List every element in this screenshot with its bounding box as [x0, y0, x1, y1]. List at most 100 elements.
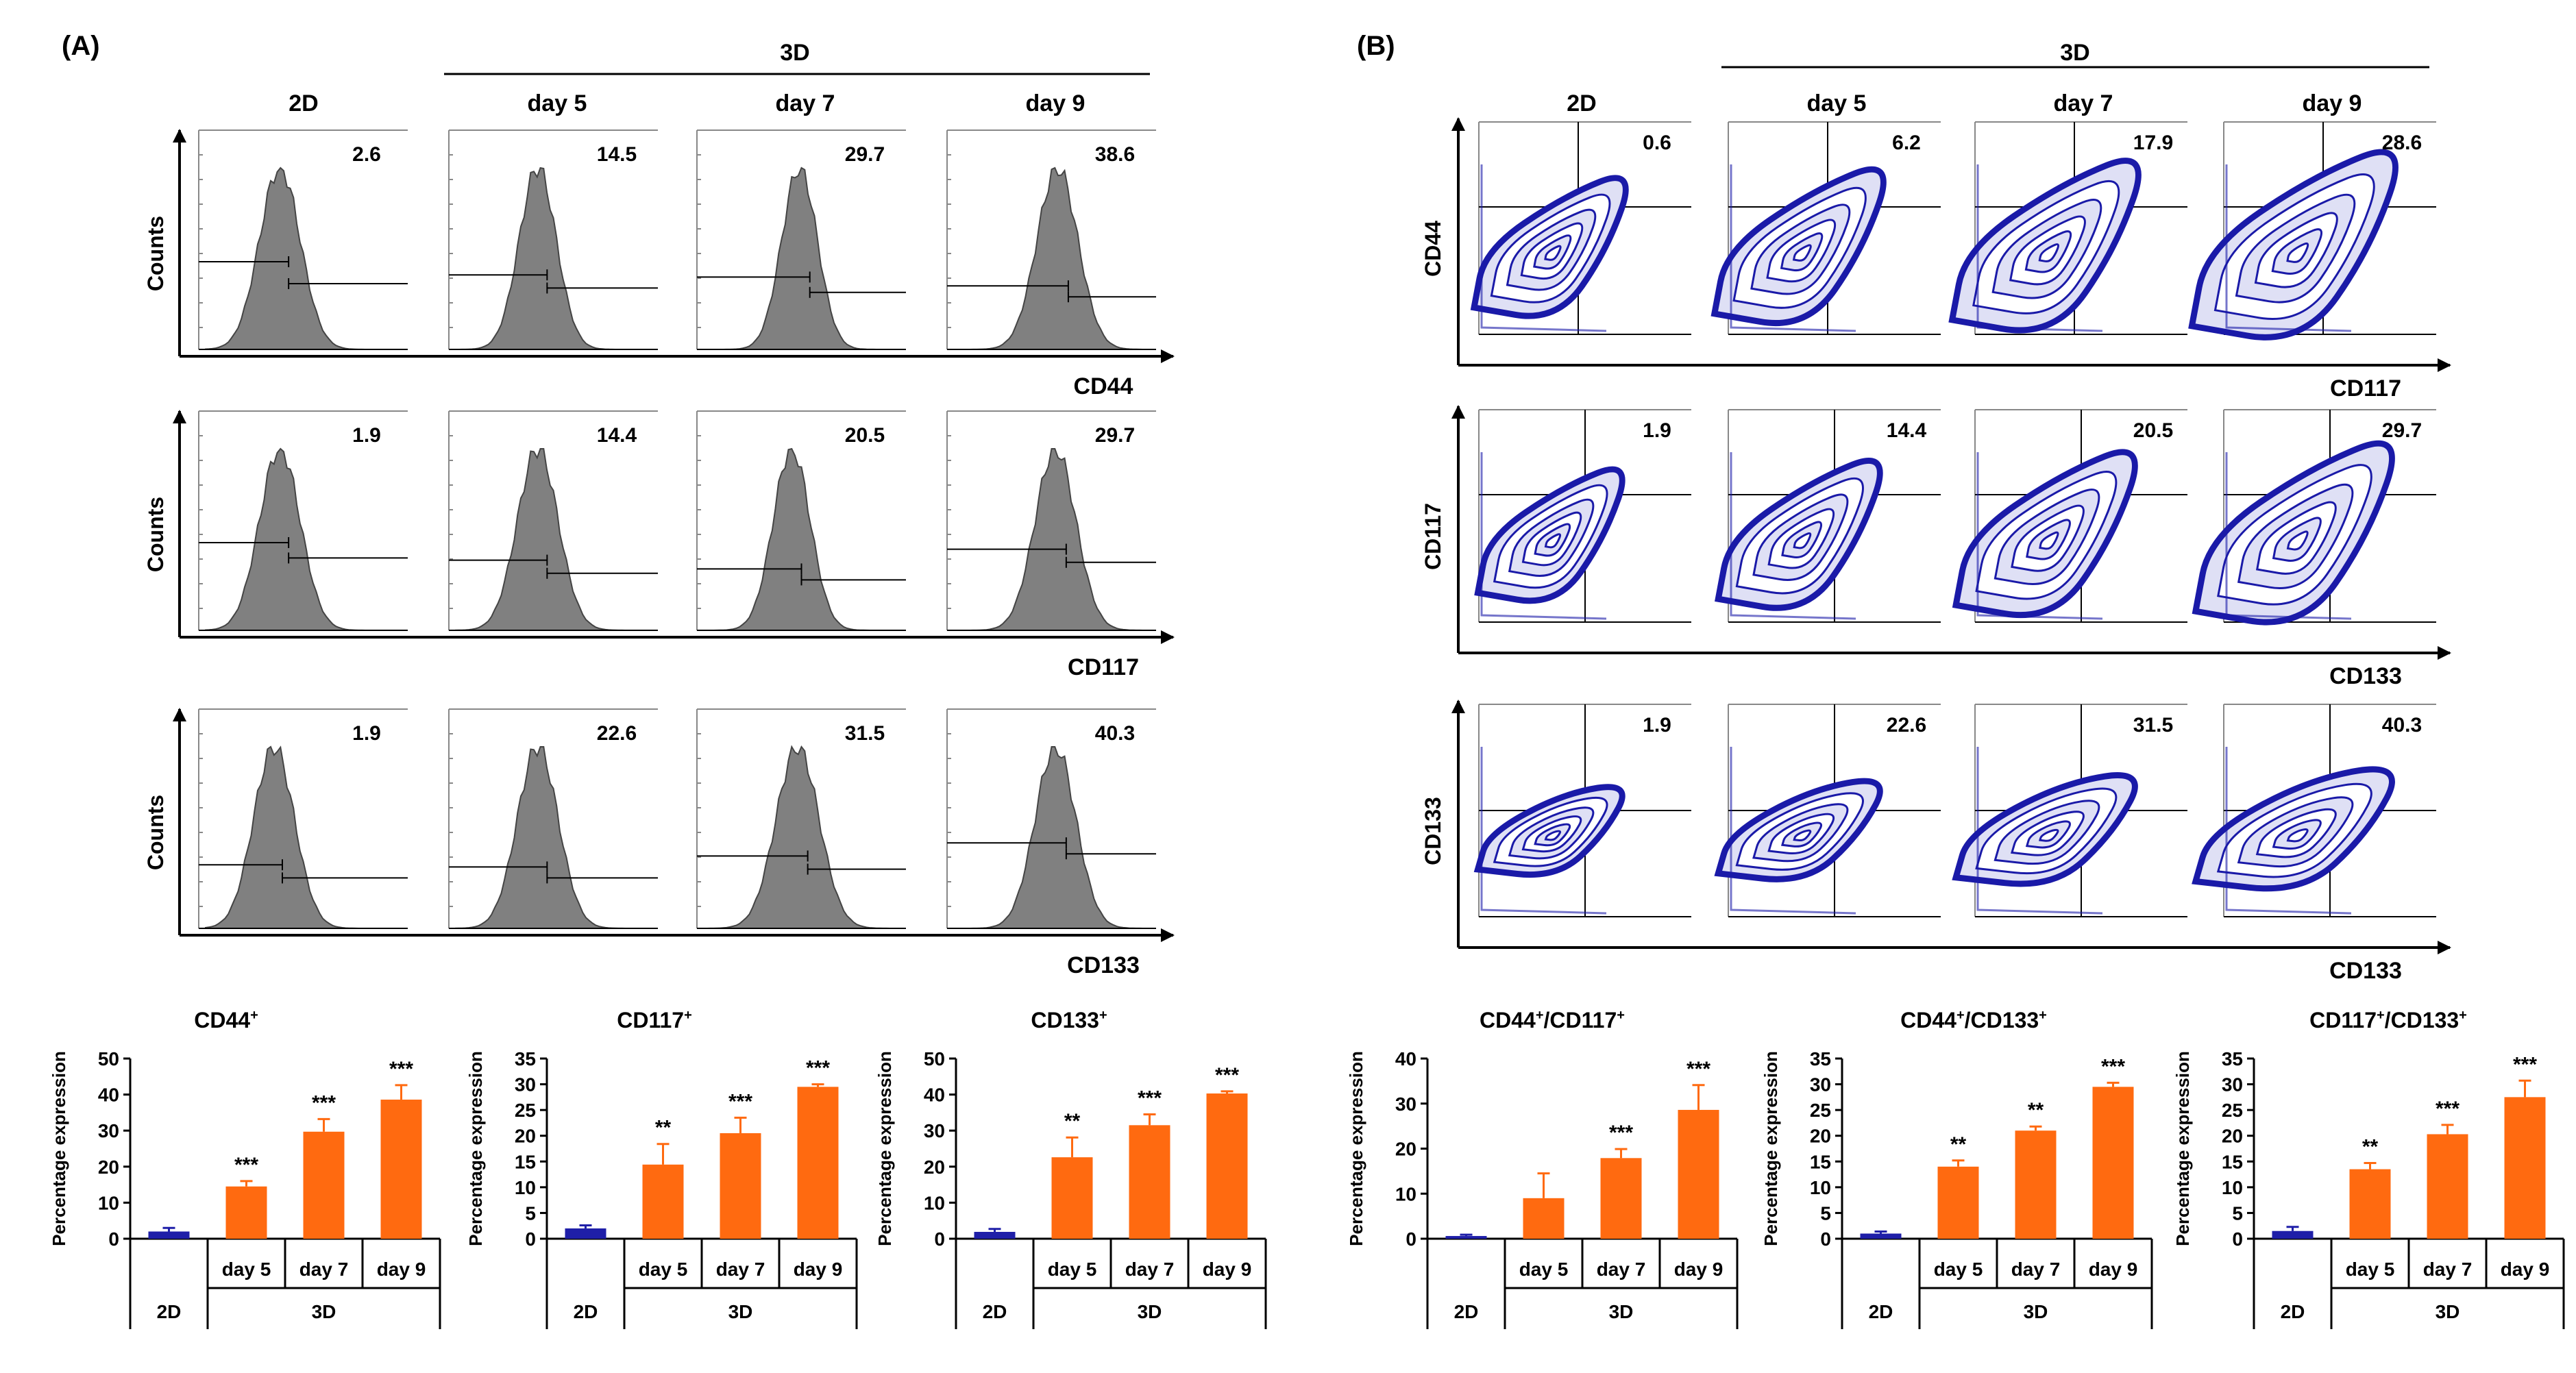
title-text: CD117 [2309, 1008, 2377, 1032]
histogram-frame [696, 410, 906, 630]
y-tick-label: 40 [1395, 1048, 1416, 1069]
bar-chart-3: CD133+ Percentage expression 0 10 20 30 40 50 **… [874, 1008, 1267, 1329]
category-label: day 9 [377, 1259, 426, 1280]
category-label: day 5 [1934, 1259, 1983, 1280]
x-marker-label: CD117 [2330, 375, 2401, 401]
axis-events [2225, 747, 2352, 915]
histogram [954, 166, 1149, 350]
contour-line [1793, 532, 1812, 549]
quadrant-percentage: 17.9 [2133, 132, 2173, 154]
panel-b-label: (B) [1357, 31, 1395, 61]
quadrant-percentage: 28.6 [2382, 132, 2422, 154]
contour-line [2286, 828, 2309, 843]
contour-line [2038, 828, 2059, 842]
chart-title: CD133+ [1031, 1008, 1107, 1032]
title-text: /CD133 [2385, 1008, 2460, 1032]
bar-chart-4: CD44+/CD117+Percentage expression 0102030… [1346, 1008, 1739, 1329]
histogram [954, 746, 1149, 929]
category-label: day 7 [1125, 1259, 1175, 1280]
y-tick-label: 0 [1820, 1228, 1831, 1250]
significance-label: ** [1950, 1133, 1967, 1156]
histogram [455, 746, 651, 929]
chart-title: CD44+ [194, 1008, 258, 1032]
group-label-3d: 3D [728, 1301, 753, 1322]
axis-events [1730, 164, 1856, 332]
axis-events [1730, 452, 1856, 620]
y-tick-label: 10 [1395, 1183, 1416, 1204]
y-tick-label: 5 [1820, 1202, 1831, 1224]
counts-label: Counts [143, 795, 168, 870]
bar [148, 1231, 190, 1239]
y-marker-label: CD117 [1421, 503, 1445, 570]
histogram-frame [946, 410, 1156, 630]
axis-events [1976, 452, 2103, 620]
y-tick-label: 10 [515, 1177, 536, 1198]
bar [2504, 1097, 2546, 1239]
group-label-2d: 2D [574, 1301, 598, 1322]
contour-line [1544, 830, 1562, 841]
histogram-percentage: 40.3 [1095, 722, 1135, 745]
title-text: CD133 [1031, 1008, 1099, 1032]
bar [380, 1099, 422, 1239]
histogram-frame [448, 410, 658, 630]
histogram-frame [448, 708, 658, 928]
group-label-2d: 2D [983, 1301, 1007, 1322]
y-tick-label: 30 [98, 1120, 119, 1141]
y-tick-label: 10 [2222, 1177, 2243, 1198]
axis-events [2225, 452, 2352, 620]
bar [1129, 1125, 1170, 1239]
histogram-percentage: 38.6 [1095, 143, 1135, 166]
group-label-3d: 3D [312, 1301, 336, 1322]
histogram [704, 745, 899, 929]
category-label: day 5 [639, 1259, 688, 1280]
column-label: day 9 [1026, 90, 1085, 116]
counts-label: Counts [143, 497, 168, 572]
bar [2349, 1169, 2391, 1239]
y-tick-label: 25 [2222, 1100, 2243, 1121]
column-label: day 7 [776, 90, 835, 116]
quadrant-percentage: 1.9 [1643, 714, 1671, 737]
y-tick-label: 30 [2222, 1074, 2243, 1096]
bar [1600, 1158, 1642, 1239]
significance-label: *** [2436, 1098, 2460, 1120]
bar [225, 1186, 267, 1239]
histogram-frame [198, 410, 408, 630]
contour-line [1544, 533, 1562, 549]
y-tick-label: 25 [1810, 1100, 1831, 1121]
title-superscript: + [250, 1008, 258, 1023]
counts-label: Counts [143, 216, 168, 291]
histogram [205, 166, 401, 350]
bar [720, 1133, 761, 1239]
marker-label: CD117 [1068, 654, 1139, 680]
histogram-percentage: 1.9 [352, 424, 381, 447]
histogram-frame [198, 129, 408, 349]
y-tick-label: 15 [515, 1151, 536, 1172]
category-label: day 9 [2089, 1259, 2138, 1280]
y-tick-label: 15 [2222, 1151, 2243, 1172]
significance-label: *** [234, 1154, 258, 1176]
axis-events [1480, 747, 1607, 915]
quadrant-percentage: 1.9 [1643, 419, 1671, 442]
bar-chart-2: CD117+ Percentage expression 0 5 10 15 20 25 30 3… [465, 1008, 858, 1329]
y-marker-label: CD133 [1421, 797, 1445, 865]
title-text: CD44 [194, 1008, 250, 1032]
significance-label: *** [2513, 1053, 2537, 1076]
quadrant-percentage: 31.5 [2133, 714, 2173, 737]
header-3d: 3D [2060, 40, 2089, 66]
histogram-percentage: 1.9 [352, 722, 381, 745]
significance-label: *** [2101, 1055, 2125, 1078]
chart-title: CD117+ [617, 1008, 692, 1032]
histogram-frame [448, 129, 658, 349]
histogram [704, 447, 899, 631]
y-axis-label: Percentage expression [874, 1051, 895, 1246]
y-tick-label: 40 [98, 1085, 119, 1106]
quadrant-percentage: 20.5 [2133, 419, 2173, 442]
bar [974, 1232, 1016, 1239]
histogram [455, 448, 651, 631]
group-label-2d: 2D [157, 1301, 182, 1322]
y-tick-label: 30 [924, 1120, 945, 1141]
quadrant-percentage: 22.6 [1887, 714, 1926, 737]
title-superscript: + [1956, 1008, 1965, 1023]
x-marker-label: CD133 [2329, 958, 2402, 984]
category-label: day 9 [794, 1259, 843, 1280]
